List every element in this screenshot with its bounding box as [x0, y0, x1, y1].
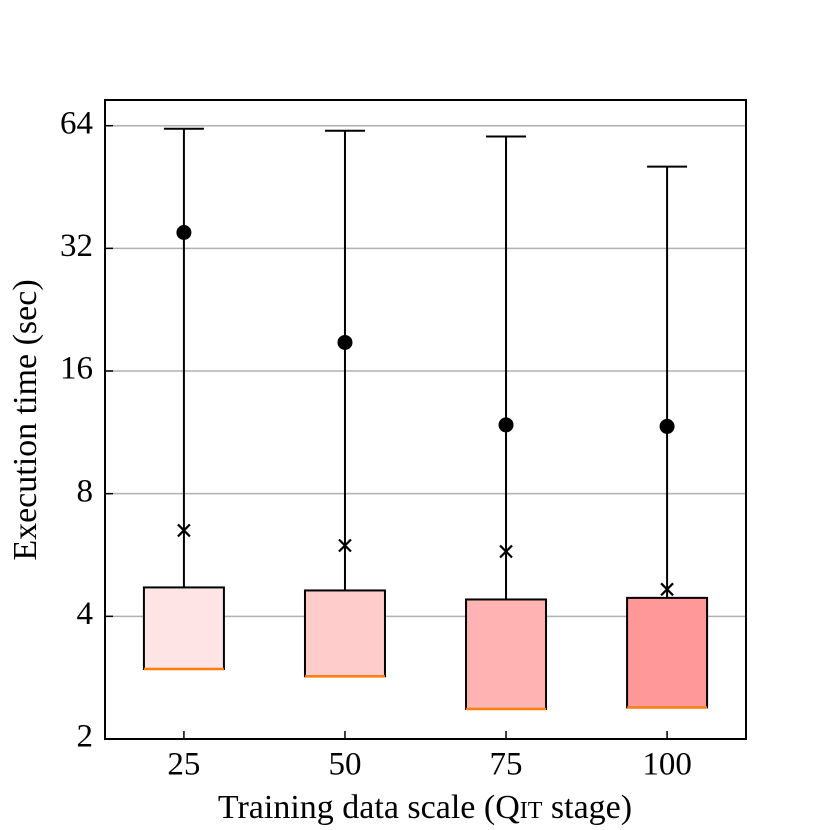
y-tick-label: 8: [77, 473, 94, 509]
x-tick-label: 50: [328, 747, 361, 783]
box: [465, 598, 548, 710]
mean-marker: [177, 523, 191, 538]
mean-marker: [499, 544, 513, 559]
point-marker: [176, 224, 192, 240]
x-tick-label: 75: [490, 747, 523, 783]
x-axis-label-part: stage): [542, 789, 632, 826]
y-tick-label: 4: [77, 596, 94, 632]
point-marker: [337, 334, 353, 350]
box: [303, 589, 386, 678]
mean-marker: [338, 538, 352, 553]
x-axis-label: Training data scale (Qit stage): [218, 789, 632, 826]
y-tick-label: 16: [60, 351, 93, 387]
y-tick-label: 64: [60, 105, 93, 141]
x-axis-label-part: Qit: [495, 789, 543, 826]
y-tick-label: 32: [60, 228, 93, 264]
point-marker: [659, 418, 675, 434]
x-tick-label: 100: [642, 747, 692, 783]
plot-frame: [104, 99, 747, 740]
x-axis-label-part: Training data scale (: [218, 789, 495, 826]
point-marker: [498, 417, 514, 433]
y-axis-label: Execution time (sec): [7, 279, 44, 560]
y-tick-label: 2: [77, 719, 94, 755]
box: [626, 596, 709, 709]
x-tick-label: 25: [167, 747, 200, 783]
box: [142, 586, 225, 671]
mean-marker: [660, 582, 674, 597]
